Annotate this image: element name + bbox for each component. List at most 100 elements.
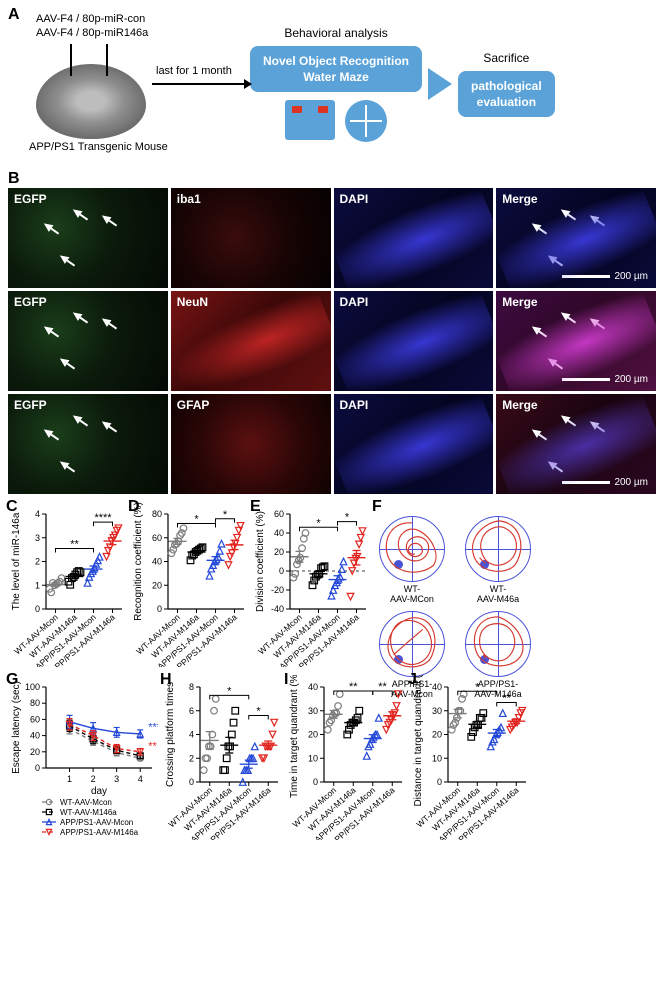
svg-text:*: * (345, 512, 350, 524)
svg-text:Recognition coefficient (%): Recognition coefficient (%) (133, 502, 144, 621)
svg-text:**: ** (378, 681, 387, 693)
micrograph-iba1-dapi: DAPI (334, 188, 494, 288)
micrograph-iba1-iba1: iba1 (171, 188, 331, 288)
path-eval-box: pathologicalevaluation (458, 71, 555, 117)
panel-f: F WT-AAV-MCon WT-AAV-M46a APP/PS1-AAV-Mc… (374, 502, 536, 667)
svg-text:*: * (475, 681, 480, 693)
svg-text:-40: -40 (271, 604, 284, 614)
svg-text:2: 2 (35, 557, 40, 567)
row-ghij: G0204060801001234dayEscape latency (sec)… (8, 675, 656, 840)
svg-text:1: 1 (35, 580, 40, 590)
panel-d: D020406080Recognition coefficient (%)**W… (130, 502, 248, 667)
panel-a: A AAV-F4 / 80p-miR-con AAV-F4 / 80p-miR1… (8, 8, 656, 168)
svg-text:4: 4 (189, 730, 194, 740)
svg-text:40: 40 (30, 731, 40, 741)
panel-b: B EGFPiba1DAPIMerge200 µmEGFPNeuNDAPIMer… (8, 176, 656, 494)
svg-text:WT-AAV-Mcon: WT-AAV-Mcon (60, 798, 112, 807)
svg-text:**: ** (70, 538, 79, 550)
micrograph-neun-neun: NeuN (171, 291, 331, 391)
panel-c: C01234The level of miR-146a******WT-AAV-… (8, 502, 126, 667)
svg-text:Escape latency (sec): Escape latency (sec) (11, 681, 22, 774)
svg-text:20: 20 (308, 730, 318, 740)
panel-b-label: B (8, 170, 20, 188)
svg-text:2: 2 (91, 774, 96, 784)
svg-text:0: 0 (437, 777, 442, 787)
watermaze-trace-0: WT-AAV-MCon (374, 516, 450, 605)
svg-text:APP/PS1-AAV-M146a: APP/PS1-AAV-M146a (60, 828, 139, 837)
panel-a-label: A (8, 6, 20, 24)
svg-text:20: 20 (152, 580, 162, 590)
svg-text:*: * (227, 685, 232, 697)
svg-text:0: 0 (35, 604, 40, 614)
big-arrow-icon (428, 68, 452, 100)
svg-text:0: 0 (313, 777, 318, 787)
timeline-arrow: last for 1 month (152, 83, 244, 85)
svg-text:Time in target quandrant (%): Time in target quandrant (%) (289, 675, 300, 798)
micrograph-gfap-gfap: GFAP (171, 394, 331, 494)
brain-schematic (36, 64, 146, 139)
nor-icon (285, 100, 335, 140)
svg-text:60: 60 (274, 509, 284, 519)
watermaze-trace-1: WT-AAV-M46a (460, 516, 536, 605)
svg-text:40: 40 (274, 528, 284, 538)
watermaze-icon (345, 100, 387, 142)
svg-text:**: ** (349, 681, 358, 693)
svg-text:0: 0 (35, 763, 40, 773)
svg-text:Crossing platform times: Crossing platform times (165, 682, 176, 787)
svg-text:-20: -20 (271, 585, 284, 595)
svg-text:0: 0 (157, 604, 162, 614)
svg-text:20: 20 (274, 547, 284, 557)
brain-caption: APP/PS1 Transgenic Mouse (29, 141, 168, 153)
micrograph-iba1-merge: Merge200 µm (496, 188, 656, 288)
svg-text:*: * (256, 706, 261, 718)
svg-text:60: 60 (152, 533, 162, 543)
svg-text:40: 40 (432, 682, 442, 692)
svg-text:20: 20 (432, 730, 442, 740)
svg-text:0: 0 (189, 777, 194, 787)
behavioral-block: Behavioral analysis Novel Object Recogni… (250, 26, 422, 142)
svg-text:40: 40 (152, 557, 162, 567)
svg-text:2: 2 (189, 753, 194, 763)
micrograph-gfap-merge: Merge200 µm (496, 394, 656, 494)
svg-text:30: 30 (432, 706, 442, 716)
svg-text:**: ** (148, 740, 157, 752)
behav-box: Novel Object RecognitionWater Maze (250, 46, 422, 92)
svg-text:80: 80 (152, 509, 162, 519)
svg-text:1: 1 (67, 774, 72, 784)
svg-text:10: 10 (432, 753, 442, 763)
svg-text:*: * (194, 514, 199, 526)
svg-text:30: 30 (308, 706, 318, 716)
svg-text:60: 60 (30, 714, 40, 724)
micrograph-neun-dapi: DAPI (334, 291, 494, 391)
svg-text:APP/PS1-AAV-Mcon: APP/PS1-AAV-Mcon (60, 818, 133, 827)
svg-text:3: 3 (114, 774, 119, 784)
svg-text:WT-AAV-M146a: WT-AAV-M146a (60, 808, 117, 817)
svg-text:80: 80 (30, 698, 40, 708)
panel-g: G0204060801001234dayEscape latency (sec)… (8, 675, 158, 840)
micrograph-iba1-egfp: EGFP (8, 188, 168, 288)
duration-label: last for 1 month (156, 65, 232, 77)
svg-text:Division coefficient (%): Division coefficient (%) (255, 511, 266, 612)
svg-text:6: 6 (189, 706, 194, 716)
svg-text:8: 8 (189, 682, 194, 692)
sacrifice-block: Sacrifice pathologicalevaluation (458, 51, 555, 117)
micrograph-neun-merge: Merge200 µm (496, 291, 656, 391)
micrograph-gfap-egfp: EGFP (8, 394, 168, 494)
svg-text:The level of miR-146a: The level of miR-146a (11, 512, 22, 610)
panel-j: J010203040Distance in target quandrant (… (410, 675, 530, 840)
svg-text:*: * (223, 509, 228, 521)
svg-text:10: 10 (308, 753, 318, 763)
svg-text:40: 40 (308, 682, 318, 692)
micrograph-gfap-dapi: DAPI (334, 394, 494, 494)
svg-text:3: 3 (35, 533, 40, 543)
panel-i: I010203040Time in target quandrant (%)**… (286, 675, 406, 840)
panel-e: E-40-200204060Division coefficient (%)**… (252, 502, 370, 667)
svg-text:***: *** (148, 722, 158, 734)
svg-text:4: 4 (138, 774, 143, 784)
svg-text:*: * (316, 517, 321, 529)
micrograph-grid: EGFPiba1DAPIMerge200 µmEGFPNeuNDAPIMerge… (8, 188, 656, 494)
panel-h: H02468Crossing platform times**WT-AAV-Mc… (162, 675, 282, 840)
row-cdef: C01234The level of miR-146a******WT-AAV-… (8, 502, 656, 667)
svg-text:20: 20 (30, 747, 40, 757)
micrograph-neun-egfp: EGFP (8, 291, 168, 391)
